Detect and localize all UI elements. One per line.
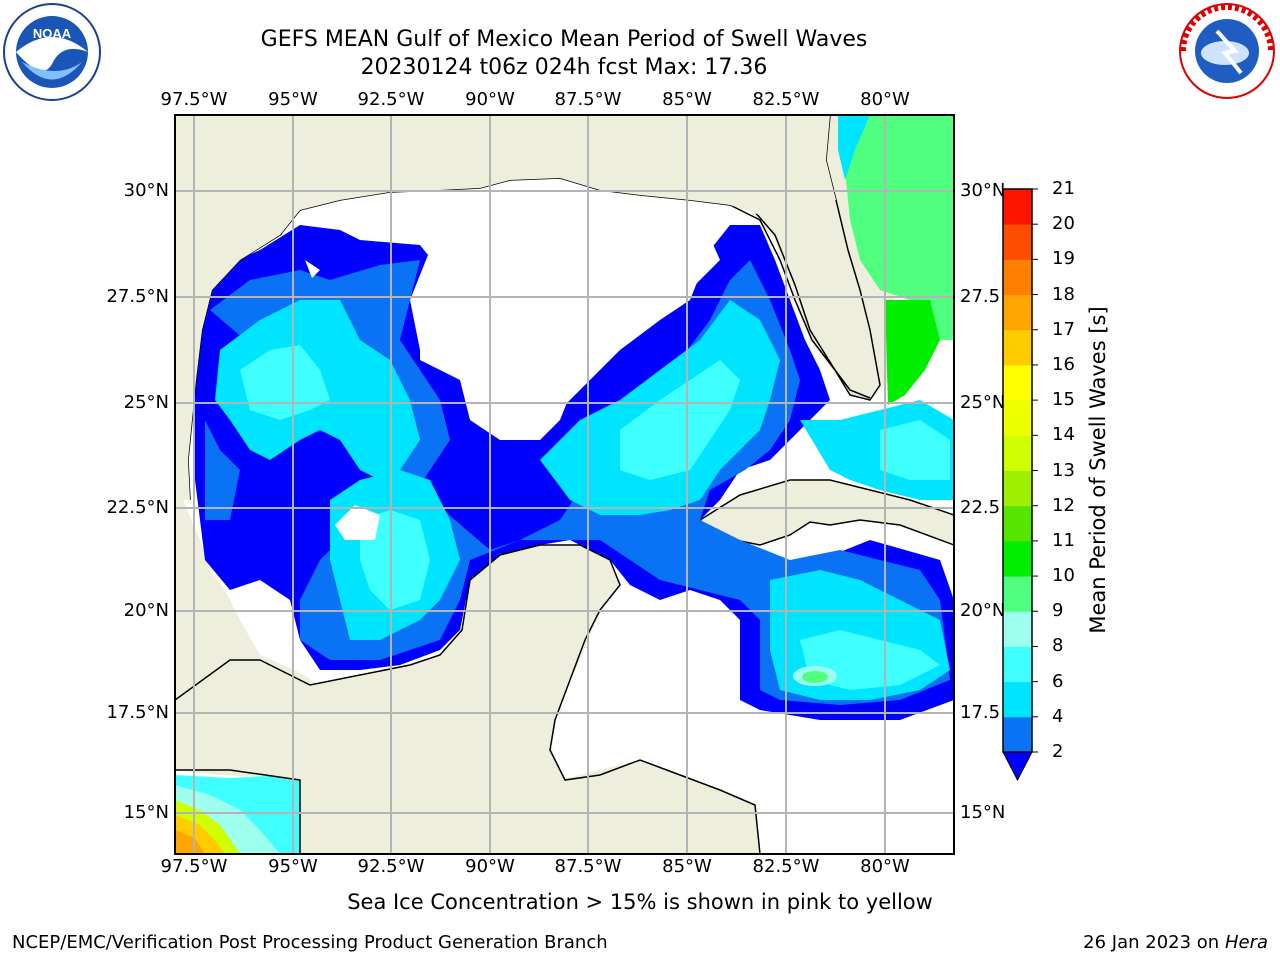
noaa-logo: NOAA <box>3 3 101 101</box>
colorbar-tick-label: 8 <box>1052 635 1064 657</box>
colorbar-band <box>1003 189 1032 225</box>
lat-label-left: 17.5°N <box>106 702 169 723</box>
colorbar-tick-label: 20 <box>1052 213 1075 235</box>
colorbar-tick-label: 21 <box>1052 178 1075 199</box>
lat-label-right: 20°N <box>960 600 1006 621</box>
lon-label-top: 90°W <box>465 89 515 110</box>
lon-label-bottom: 87.5°W <box>554 856 622 877</box>
lon-label-top: 95°W <box>268 89 318 110</box>
colorbar-band <box>1003 224 1032 260</box>
colorbar-tick-label: 6 <box>1052 670 1064 692</box>
svg-text:NOAA: NOAA <box>33 26 72 41</box>
ice-caption: Sea Ice Concentration > 15% is shown in … <box>347 890 933 914</box>
colorbar-band <box>1003 294 1032 331</box>
footer-date-text: 26 Jan 2023 on <box>1083 932 1225 953</box>
lon-label-top: 87.5°W <box>554 89 622 110</box>
colorbar-band <box>1003 400 1032 436</box>
lat-label-left: 30°N <box>123 180 169 201</box>
lon-label-top: 97.5°W <box>160 89 228 110</box>
gridlines <box>175 115 954 854</box>
lat-label-right: 27.5 <box>960 286 1001 307</box>
lat-label-right: 15°N <box>960 802 1006 823</box>
lat-label-left: 20°N <box>123 600 169 621</box>
colorbar-band <box>1003 611 1032 647</box>
lon-label-bottom: 95°W <box>268 856 318 877</box>
colorbar-tick-label: 15 <box>1052 389 1075 411</box>
lon-label-bottom: 97.5°W <box>160 856 228 877</box>
map-frame <box>174 114 955 855</box>
colorbar-tick-label: 18 <box>1052 283 1075 305</box>
colorbar-extend-triangle <box>1002 751 1033 782</box>
colorbar-band <box>1003 364 1032 401</box>
lon-label-top: 82.5°W <box>752 89 820 110</box>
lon-label-top: 92.5°W <box>357 89 425 110</box>
lat-label-right: 25°N <box>960 392 1006 413</box>
footer-date: 26 Jan 2023 on Hera <box>1083 932 1268 953</box>
us-land <box>175 115 836 500</box>
colorbar-band <box>1003 470 1032 507</box>
colorbar-band <box>1003 540 1032 577</box>
lat-label-left: 22.5°N <box>106 497 169 518</box>
colorbar-tick-label: 16 <box>1052 353 1075 375</box>
colorbar-tick-label: 13 <box>1052 459 1075 481</box>
lon-label-bottom: 92.5°W <box>357 856 425 877</box>
lon-label-top: 80°W <box>860 89 910 110</box>
colorbar-band <box>1003 435 1032 471</box>
colorbar-band <box>1003 716 1032 753</box>
chart-subtitle: 20230124 t06z 024h fcst Max: 17.36 <box>360 55 768 80</box>
colorbar-band <box>1003 576 1032 612</box>
lat-label-left: 25°N <box>123 392 169 413</box>
lon-label-bottom: 82.5°W <box>752 856 820 877</box>
colorbar-tick-label: 12 <box>1052 494 1075 516</box>
colorbar-band <box>1003 329 1032 366</box>
footer-machine: Hera <box>1224 932 1268 953</box>
nws-logo <box>1179 3 1275 99</box>
colorbar-tick-label: 17 <box>1052 318 1075 340</box>
lon-label-bottom: 80°W <box>860 856 910 877</box>
chart-title: GEFS MEAN Gulf of Mexico Mean Period of … <box>260 27 868 52</box>
lat-label-right: 17.5 <box>960 702 1001 723</box>
lon-label-bottom: 85°W <box>662 856 712 877</box>
colorbar-band <box>1003 646 1032 683</box>
colorbar-band <box>1003 681 1032 718</box>
colorbar-tick-label: 9 <box>1052 600 1064 622</box>
colorbar-tick-label: 11 <box>1052 529 1075 551</box>
colorbar-band <box>1003 259 1032 296</box>
lat-label-left: 15°N <box>123 802 169 823</box>
lon-label-bottom: 90°W <box>465 856 515 877</box>
colorbar-tick-label: 2 <box>1052 741 1064 762</box>
lat-label-right: 22.5 <box>960 497 1001 518</box>
lat-label-left: 27.5°N <box>106 286 169 307</box>
mexico-land <box>175 115 954 854</box>
cuba-land <box>698 479 954 546</box>
colorbar-tick-label: 4 <box>1052 705 1064 727</box>
colorbar <box>1002 188 1038 782</box>
colorbar-tick-label: 19 <box>1052 248 1075 270</box>
colorbar-band <box>1003 505 1032 542</box>
footer-credit: NCEP/EMC/Verification Post Processing Pr… <box>12 932 608 953</box>
colorbar-tick-label: 10 <box>1052 565 1075 587</box>
lon-label-top: 85°W <box>662 89 712 110</box>
colorbar-tick-label: 14 <box>1052 424 1075 446</box>
colorbar-label: Mean Period of Swell Waves [s] <box>1086 306 1110 634</box>
lat-label-right: 30°N <box>960 180 1006 201</box>
